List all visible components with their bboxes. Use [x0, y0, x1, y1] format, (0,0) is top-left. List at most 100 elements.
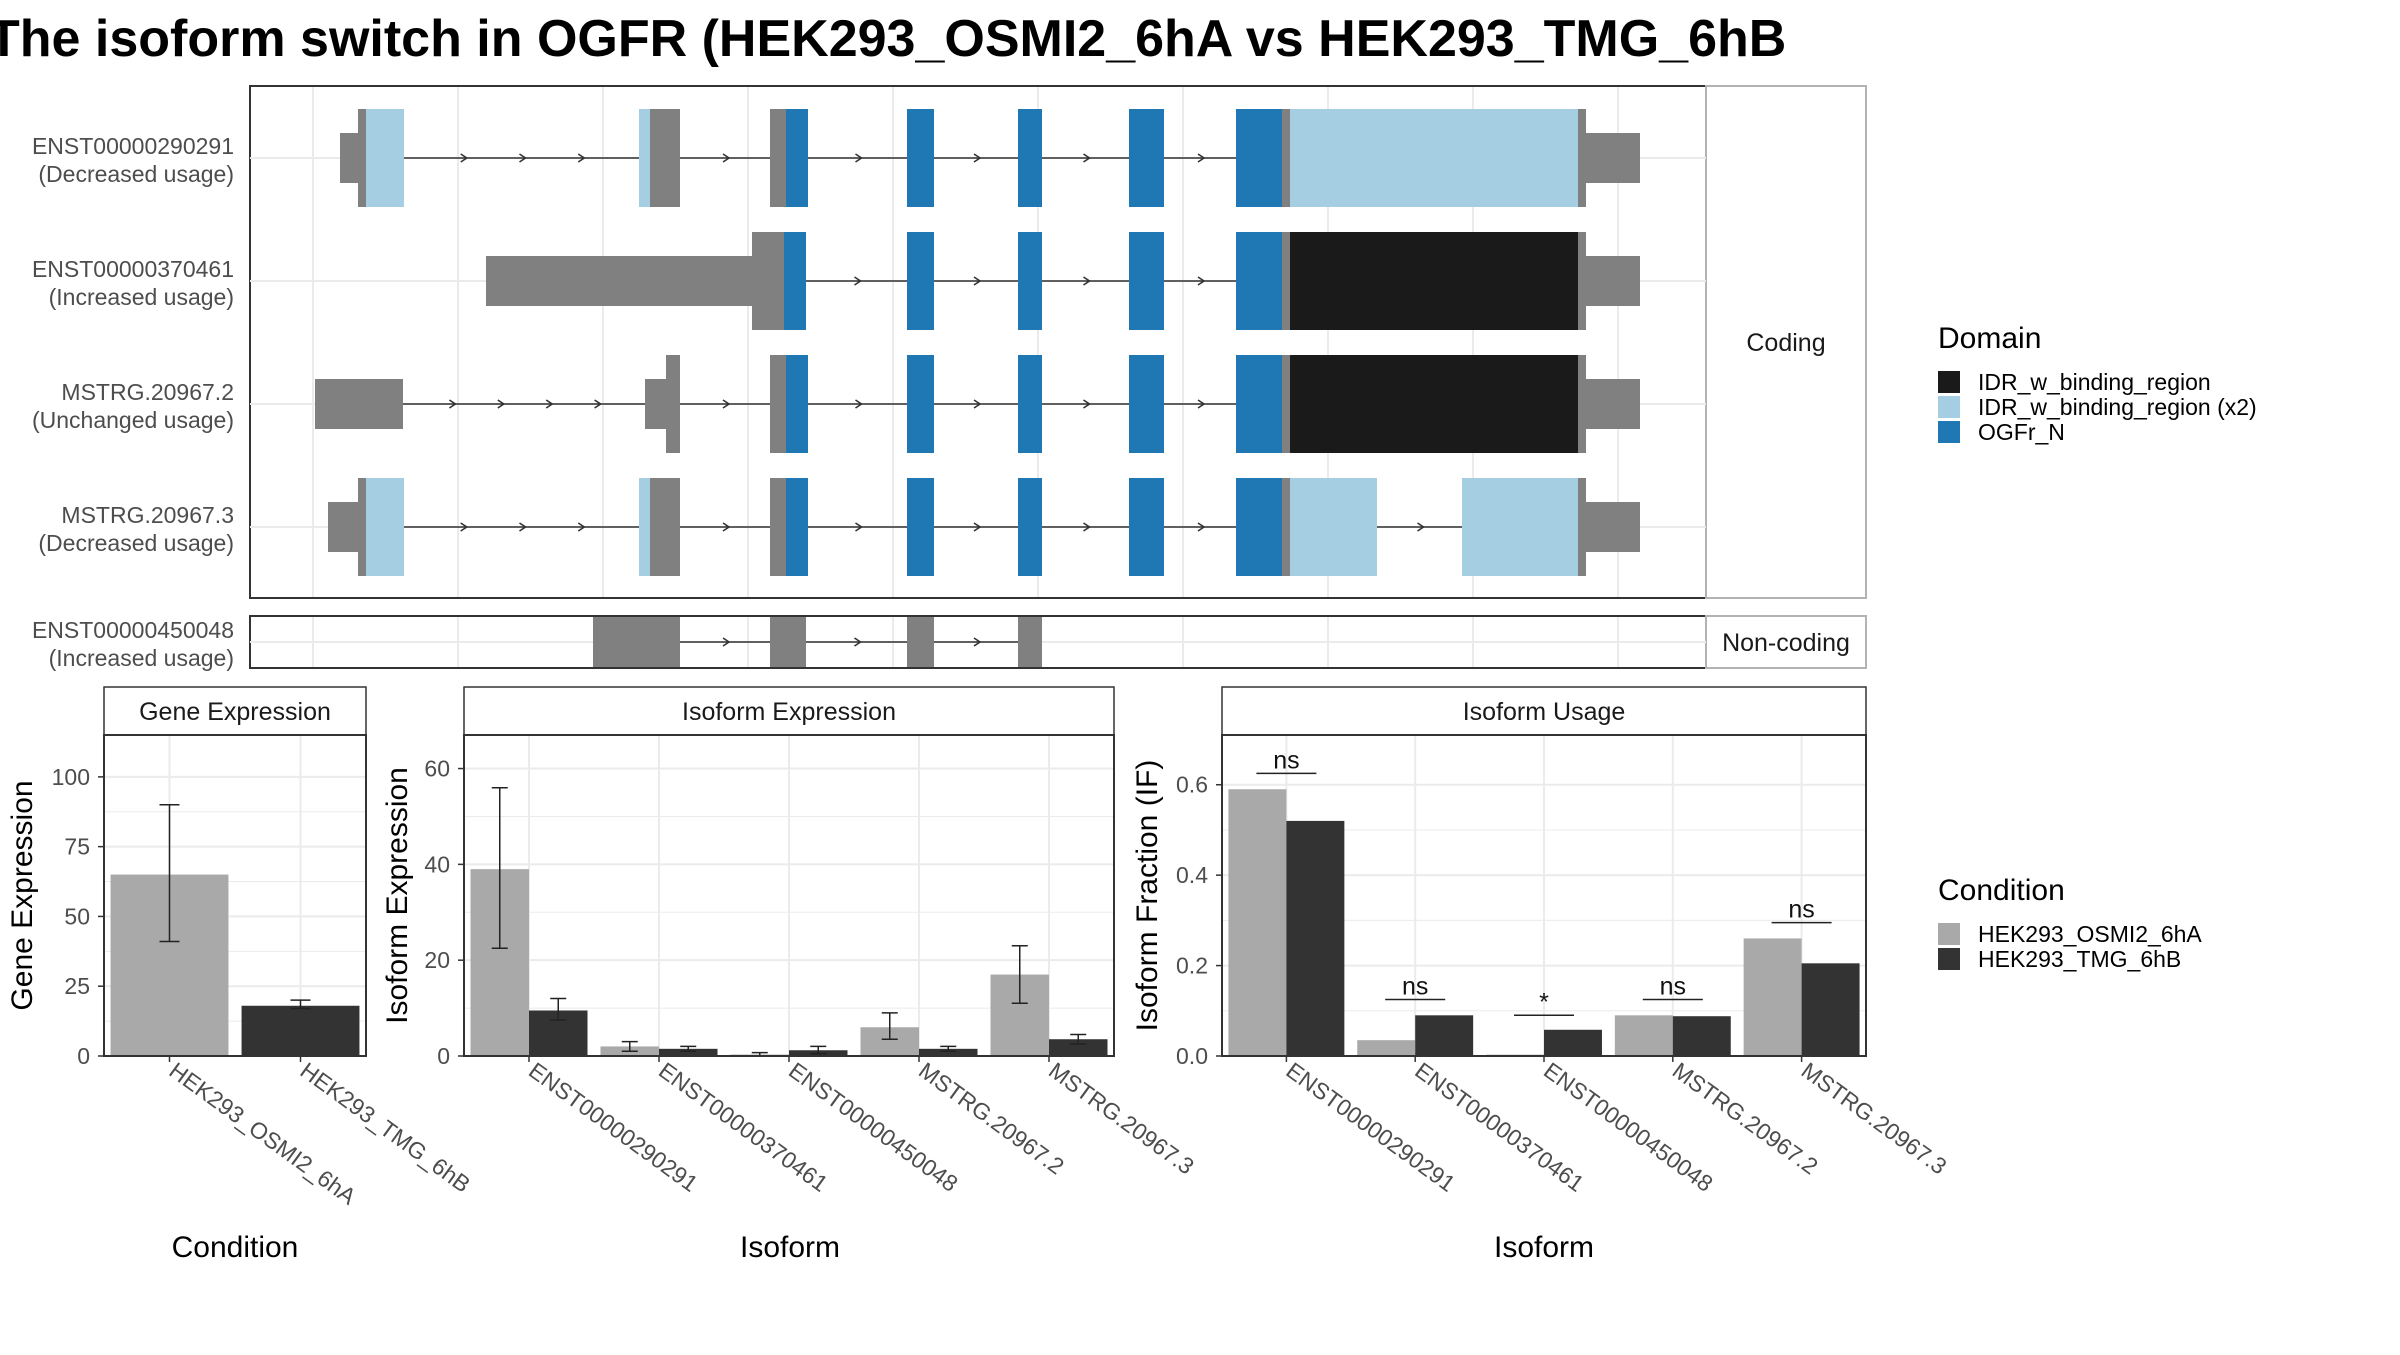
facet-label-noncoding: Non-coding	[1722, 629, 1850, 657]
condition-legend-label: HEK293_TMG_6hB	[1978, 946, 2181, 972]
facet-strip	[1705, 85, 1867, 599]
intron-arrow	[448, 399, 457, 409]
exon	[358, 478, 366, 576]
intron-arrow	[577, 153, 586, 163]
exon	[1578, 232, 1586, 330]
exon	[650, 478, 680, 576]
transcript-usage-label: (Unchanged usage)	[32, 407, 234, 433]
exon	[786, 478, 808, 576]
intron-arrow	[1197, 276, 1206, 286]
domain-legend-label: OGFr_N	[1978, 419, 2065, 445]
exon	[1129, 109, 1164, 207]
significance-label: ns	[1402, 972, 1428, 1000]
exon	[1018, 355, 1042, 453]
chart-title: Isoform Usage	[1463, 698, 1626, 726]
x-axis-title: Isoform	[740, 1231, 840, 1264]
exon	[366, 109, 404, 207]
y-axis-title: Isoform Fraction (IF)	[1131, 760, 1164, 1032]
transcript-id-label: MSTRG.20967.3	[61, 502, 234, 528]
domain-legend-label: IDR_w_binding_region	[1978, 369, 2211, 395]
bar	[1228, 789, 1287, 1056]
intron-arrow	[577, 522, 586, 532]
y-tick-label: 0	[437, 1043, 450, 1069]
bar	[1357, 1040, 1416, 1056]
exon	[1018, 617, 1042, 667]
transcript-0	[340, 109, 1640, 207]
exon	[770, 617, 806, 667]
x-tick-label: MSTRG.20967.3	[1044, 1057, 1199, 1179]
domain-legend-label: IDR_w_binding_region (x2)	[1978, 394, 2257, 420]
intron-arrow	[722, 522, 731, 532]
exon	[1290, 109, 1578, 207]
exon	[1236, 109, 1282, 207]
intron-arrow	[460, 522, 469, 532]
intron-arrow	[722, 637, 731, 647]
transcript-id-label: MSTRG.20967.2	[61, 379, 234, 405]
exon	[639, 109, 650, 207]
exon	[1129, 232, 1164, 330]
intron-arrow	[1083, 276, 1091, 286]
transcript-id-label: ENST00000450048	[32, 617, 234, 643]
exon	[340, 133, 358, 183]
y-tick-label: 100	[52, 764, 90, 790]
exon	[907, 232, 934, 330]
bar	[1801, 963, 1860, 1056]
exon	[358, 109, 366, 207]
intron-arrow	[973, 153, 982, 163]
condition-legend-label: HEK293_OSMI2_6hA	[1978, 921, 2202, 947]
transcript-3	[328, 478, 1640, 576]
transcript-1	[486, 232, 1640, 330]
transcript-structure-plot: CodingNon-codingENST00000290291(Decrease…	[32, 85, 1867, 671]
bar	[1743, 938, 1802, 1056]
exon	[786, 355, 808, 453]
exon	[1282, 232, 1290, 330]
exon	[366, 478, 404, 576]
exon	[1018, 478, 1042, 576]
intron-arrow	[973, 276, 982, 286]
exon	[907, 478, 934, 576]
y-tick-label: 0.4	[1176, 862, 1208, 888]
bar	[1286, 820, 1345, 1056]
transcript-4	[593, 617, 1042, 667]
legend-area: Domain IDR_w_binding_regionIDR_w_binding_…	[1938, 322, 2257, 972]
bar	[1415, 1015, 1474, 1056]
exon	[1462, 478, 1578, 576]
exon	[1578, 478, 1586, 576]
intron-arrow	[460, 153, 469, 163]
intron-arrow	[973, 522, 982, 532]
intron-arrow	[973, 637, 982, 647]
exon	[907, 617, 934, 667]
exon	[1290, 355, 1578, 453]
intron-arrow	[722, 399, 731, 409]
exon	[1586, 502, 1640, 552]
exon	[1578, 355, 1586, 453]
intron-arrow	[1083, 153, 1091, 163]
domain-legend-key	[1938, 396, 1960, 418]
intron-arrow	[855, 153, 863, 163]
intron-arrow	[855, 399, 863, 409]
domain-legend-key	[1938, 421, 1960, 443]
intron-arrow	[1197, 522, 1206, 532]
intron-arrow	[1197, 399, 1206, 409]
exon	[328, 502, 358, 552]
domain-legend-key	[1938, 371, 1960, 393]
exon	[1282, 478, 1290, 576]
intron-arrow	[854, 276, 862, 286]
significance-label: *	[1539, 988, 1549, 1016]
chart-panel-border	[103, 734, 367, 1057]
exon	[1018, 109, 1042, 207]
bar-chart-1: Isoform Expression0204060ENST00000290291…	[381, 686, 1199, 1264]
intron-arrow	[594, 399, 603, 409]
y-tick-label: 40	[424, 851, 450, 877]
chart-title: Gene Expression	[139, 698, 331, 726]
exon	[786, 109, 808, 207]
bar	[919, 1048, 978, 1056]
exon	[770, 355, 786, 453]
exon	[1236, 355, 1282, 453]
y-axis-title: Gene Expression	[6, 780, 39, 1010]
x-axis-title: Isoform	[1494, 1231, 1594, 1264]
intron-arrow	[854, 637, 862, 647]
exon	[907, 109, 934, 207]
y-tick-label: 25	[64, 973, 90, 999]
